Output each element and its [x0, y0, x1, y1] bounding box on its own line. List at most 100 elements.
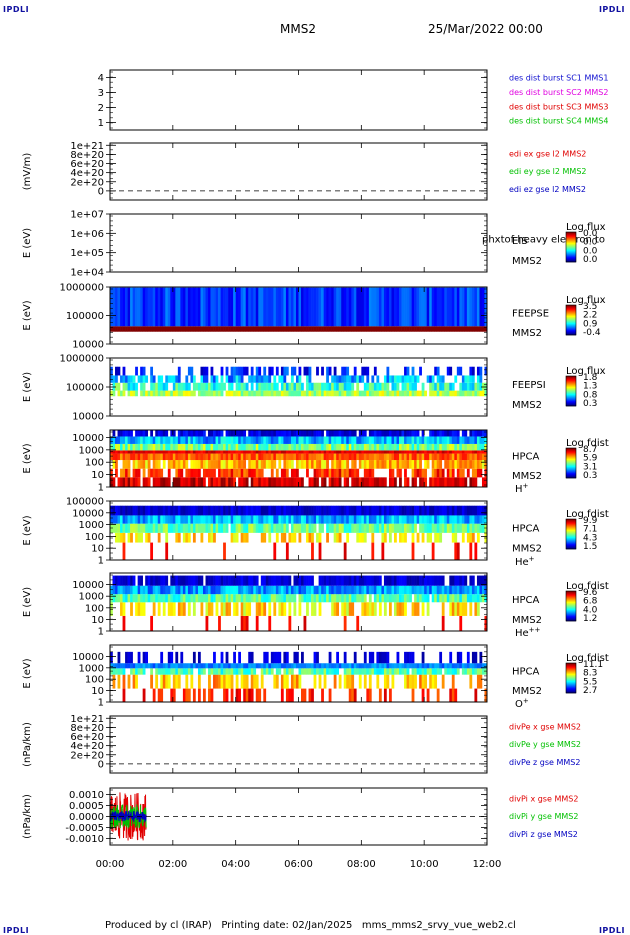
spectrogram-cell-feeps-e: [406, 287, 410, 327]
spectrogram-cell-feeps-i: [122, 375, 126, 383]
spectrogram-cell-hpca-o: [436, 663, 440, 669]
spectrogram-cell-hpca-h: [479, 436, 483, 444]
spectrogram-cell-feeps-i: [253, 375, 257, 383]
spectrogram-cell-hpca-h: [192, 468, 196, 478]
y-tick-label: 1000: [79, 520, 104, 531]
spectrogram-cell-hpca-o: [132, 668, 136, 675]
spectrogram-cell-feeps-i: [235, 382, 239, 391]
spectrogram-cell-hpca-he: [155, 523, 159, 533]
spectrogram-cell-hpca-hepp: [120, 575, 123, 586]
spectrogram-cell-hpca-he: [160, 523, 164, 533]
colorbar-tick-label: 0.8: [583, 390, 598, 400]
spectrogram-cell-hpca-h: [127, 450, 131, 454]
spectrogram-cell-feeps-e: [197, 287, 201, 327]
spectrogram-cell-hpca-h: [333, 460, 337, 469]
spectrogram-cell-hpca-hepp: [182, 585, 186, 595]
spectrogram-cell-hpca-he: [336, 523, 340, 533]
spectrogram-cell-hpca-h: [301, 430, 304, 437]
spectrogram-cell-hpca-hepp: [202, 585, 206, 595]
spectrogram-cell-hpca-o: [336, 651, 340, 664]
spectrogram-cell-hpca-he: [459, 505, 463, 516]
colorbar-step: [566, 384, 576, 386]
spectrogram-cell-hpca-hepp: [461, 575, 465, 586]
spectrogram-cell-hpca-hepp: [273, 594, 277, 603]
spectrogram-cell-hpca-o: [469, 668, 473, 675]
spectrogram-cell-feeps-i: [210, 375, 214, 383]
spectrogram-cell-feeps-i: [215, 390, 219, 397]
spectrogram-cell-hpca-h: [321, 460, 324, 469]
spectrogram-cell-hpca-he: [258, 523, 262, 533]
spectrogram-cell-hpca-hepp: [318, 594, 322, 603]
spectrogram-cell-hpca-h: [172, 460, 176, 469]
spectrogram-cell-feeps-e: [381, 326, 385, 332]
spectrogram-cell-hpca-he: [165, 515, 169, 524]
spectrogram-cell-hpca-he: [142, 515, 146, 524]
spectrogram-cell-hpca-h: [285, 436, 289, 444]
spectrogram-cell-feeps-e: [451, 326, 455, 332]
spectrogram-cell-feeps-i: [338, 375, 342, 383]
spectrogram-cell-hpca-h: [145, 450, 148, 454]
spectrogram-cell-feeps-i: [388, 390, 392, 397]
spectrogram-cell-feeps-i: [456, 390, 460, 397]
spectrogram-cell-hpca-h: [190, 477, 194, 487]
spectrogram-cell-hpca-o: [223, 663, 226, 669]
spectrogram-cell-hpca-h: [120, 436, 123, 444]
spectrogram-cell-hpca-h: [245, 453, 249, 461]
spectrogram-cell-hpca-o: [295, 663, 299, 669]
spectrogram-cell-hpca-o: [180, 651, 184, 664]
spectrogram-cell-hpca-h: [225, 453, 229, 461]
spectrogram-cell-hpca-hepp: [426, 602, 430, 616]
spectrogram-cell-hpca-h: [273, 443, 277, 451]
spectrogram-cell-hpca-h: [273, 450, 277, 454]
spectrogram-cell-hpca-o: [404, 663, 407, 669]
spectrogram-cell-feeps-e: [421, 326, 425, 332]
spectrogram-cell-hpca-o: [208, 688, 211, 702]
spectrogram-cell-hpca-o: [273, 663, 277, 669]
spectrogram-cell-hpca-o: [356, 668, 360, 675]
spectrogram-cell-hpca-h: [416, 430, 420, 437]
spectrogram-cell-hpca-o: [316, 651, 319, 664]
spectrogram-cell-feeps-i: [386, 390, 390, 397]
spectrogram-cell-feeps-i: [205, 382, 209, 391]
spectrogram-cell-hpca-hepp: [167, 585, 171, 595]
spectrogram-cell-hpca-he: [230, 505, 234, 516]
y-axis-label: E (eV): [22, 228, 33, 258]
spectrogram-cell-hpca-h: [127, 468, 131, 478]
spectrogram-cell-hpca-hepp: [301, 585, 304, 595]
spectrogram-cell-hpca-hepp: [283, 585, 287, 595]
spectrogram-cell-hpca-h: [323, 477, 327, 487]
spectrogram-cell-feeps-e: [280, 326, 284, 332]
spectrogram-cell-hpca-h: [185, 436, 189, 444]
spectrogram-cell-hpca-h: [396, 430, 400, 437]
spectrogram-cell-hpca-he: [368, 515, 372, 524]
spectrogram-cell-hpca-hepp: [288, 575, 292, 586]
spectrogram-cell-feeps-i: [306, 366, 309, 376]
spectrogram-cell-hpca-h: [250, 443, 254, 451]
spectrogram-cell-hpca-h: [313, 430, 317, 437]
spectrogram-cell-hpca-hepp: [167, 594, 171, 603]
spectrogram-cell-hpca-h: [409, 453, 412, 461]
spectrogram-cell-feeps-e: [449, 326, 453, 332]
spectrogram-cell-hpca-h: [122, 468, 126, 478]
spectrogram-cell-hpca-hepp: [112, 585, 116, 595]
spectrogram-cell-hpca-h: [333, 477, 337, 487]
spectrogram-cell-hpca-he: [288, 505, 292, 516]
spectrogram-cell-feeps-i: [439, 390, 443, 397]
spectrogram-cell-hpca-h: [243, 443, 247, 451]
spectrogram-cell-hpca-h: [306, 460, 309, 469]
spectrogram-cell-hpca-he: [391, 515, 395, 524]
spectrogram-cell-hpca-h: [165, 436, 169, 444]
spectrogram-cell-hpca-h: [303, 436, 307, 444]
spectrogram-cell-hpca-o: [328, 688, 332, 702]
spectrogram-cell-hpca-o: [424, 663, 427, 669]
spectrogram-cell-hpca-o: [479, 674, 483, 689]
spectrogram-cell-hpca-he: [399, 505, 402, 516]
colorbar-tick-label: 4.0: [583, 605, 598, 615]
spectrogram-cell-hpca-hepp: [333, 585, 337, 595]
spectrogram-cell-hpca-he: [213, 523, 216, 533]
spectrogram-cell-hpca-hepp: [358, 575, 362, 586]
spectrogram-cell-hpca-hepp: [311, 585, 314, 595]
spectrogram-cell-hpca-hepp: [343, 575, 347, 586]
spectrogram-cell-hpca-h: [187, 468, 191, 478]
spectrogram-cell-hpca-h: [245, 468, 249, 478]
